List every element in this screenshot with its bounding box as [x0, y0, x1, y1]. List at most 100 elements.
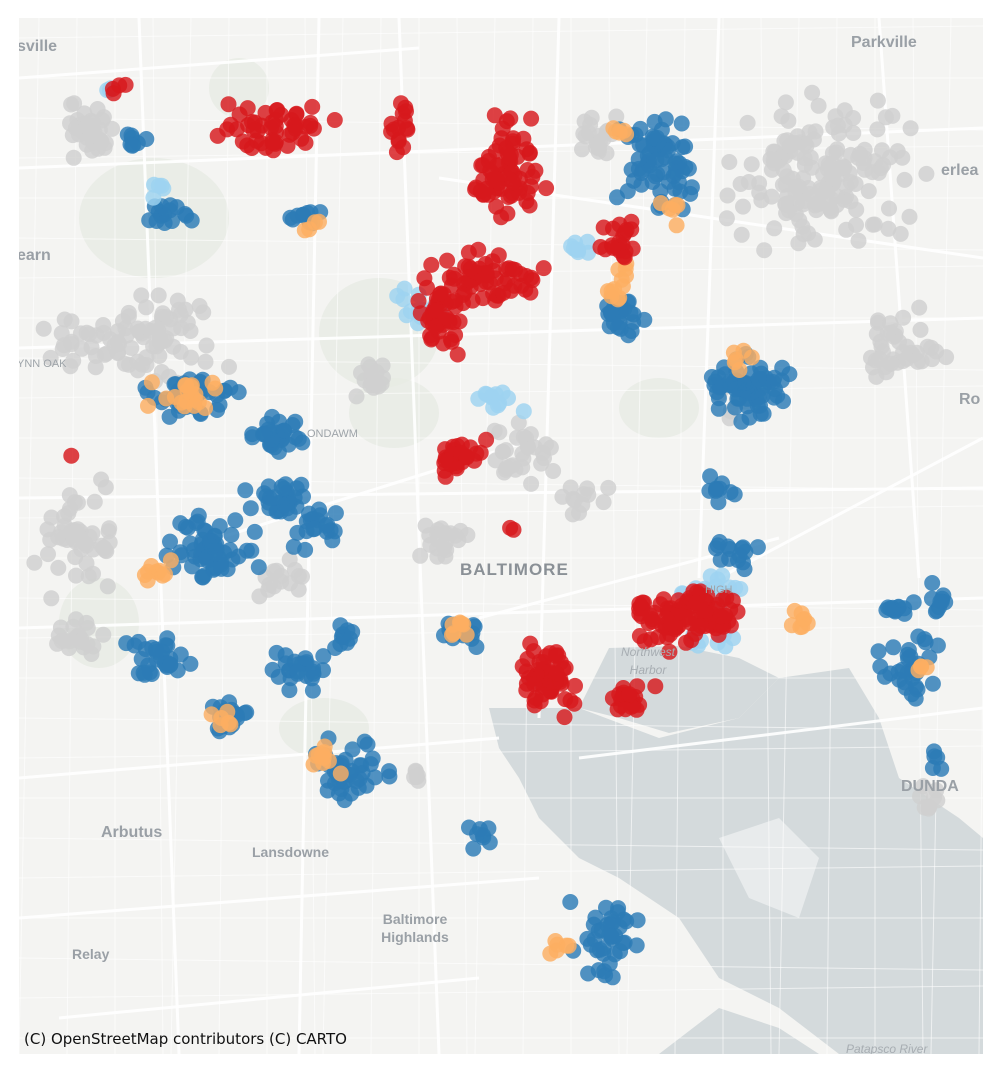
map-point-lightblue [515, 403, 532, 420]
map-point-orange [140, 397, 156, 414]
map-point-blue [929, 637, 946, 654]
map-point-gray [804, 84, 821, 101]
map-point-red [462, 260, 479, 277]
map-point-blue [211, 396, 228, 413]
map-point-blue [222, 379, 239, 396]
map-point-red [567, 677, 583, 694]
map-point-red [449, 346, 466, 363]
map-point-blue [184, 558, 200, 575]
map-point-gray [881, 200, 897, 217]
map-point-gray [99, 578, 116, 595]
map-point-gray [779, 168, 796, 185]
map-point-red [487, 171, 504, 187]
map-point-red [458, 448, 475, 465]
map-point-orange [783, 617, 800, 634]
map-point-gray [891, 333, 908, 350]
map-point-blue [156, 215, 173, 231]
map-point-red [502, 282, 519, 299]
map-point-gray [892, 225, 909, 242]
map-point-red [470, 241, 487, 258]
map-point-red [427, 302, 444, 319]
map-point-lightblue [732, 581, 749, 597]
map-point-gray [63, 96, 80, 113]
map-point-blue [304, 682, 321, 699]
map-point-gray [785, 134, 802, 151]
map-point-orange [162, 552, 179, 569]
map-point-gray [848, 201, 865, 218]
map-canvas[interactable] [19, 18, 983, 1054]
map-point-red [498, 113, 515, 130]
map-point-red [523, 110, 540, 127]
map-point-orange [204, 374, 221, 391]
map-point-red [220, 96, 237, 113]
map-point-blue [711, 534, 728, 550]
map-point-orange [607, 123, 624, 140]
map-point-blue [645, 130, 662, 147]
map-point-red [670, 592, 687, 609]
map-point-red [616, 249, 633, 266]
map-point-gray [545, 463, 562, 479]
map-point-gray [86, 493, 103, 510]
map-point-gray [869, 121, 886, 138]
map-point-blue [710, 400, 727, 417]
map-point-gray [883, 355, 899, 372]
map-point-blue [118, 635, 135, 652]
map-point-blue [722, 484, 739, 501]
map-point-blue [620, 327, 637, 344]
map-point-blue [562, 894, 579, 910]
map-point-orange [451, 614, 468, 631]
map-point-blue [344, 741, 361, 758]
map-point-red [240, 117, 257, 134]
map-point-blue [750, 371, 767, 388]
map-point-gray [35, 320, 52, 337]
map-point-gray [87, 359, 104, 376]
map-point-blue [204, 538, 221, 555]
map-point-gray [138, 299, 155, 316]
map-point-red [478, 273, 494, 290]
map-point-gray [794, 218, 811, 235]
map-point-blue [677, 138, 694, 155]
map-point-lightblue [563, 238, 580, 255]
map-point-gray [838, 178, 855, 195]
map-point-gray [735, 198, 751, 215]
map-point-gray [600, 479, 617, 496]
map-point-gray [410, 772, 427, 789]
map-point-gray [902, 120, 919, 137]
map-point-gray [901, 208, 918, 225]
map-point-gray [198, 337, 215, 354]
map-point-red [486, 107, 503, 124]
map-point-gray [93, 133, 110, 150]
map-point-red [267, 118, 284, 135]
map-point-gray [491, 424, 508, 441]
map-point-lightblue [395, 291, 412, 308]
map-point-red [473, 157, 490, 174]
map-point-red [692, 602, 709, 619]
map-point-red [647, 678, 664, 695]
map-point-red [439, 252, 456, 269]
map-point-blue [655, 164, 672, 181]
map-point-gray [43, 509, 60, 526]
map-point-blue [242, 500, 259, 517]
map-point-gray [197, 353, 214, 370]
map-point-gray [497, 461, 514, 478]
map-point-gray [497, 442, 514, 459]
map-point-blue [924, 675, 941, 692]
map-point-red [490, 247, 507, 264]
map-point-orange [308, 747, 325, 764]
map-point-gray [273, 567, 290, 584]
map-point-orange [726, 354, 743, 371]
map-point-blue [133, 651, 150, 667]
map-point-lightblue [398, 307, 415, 324]
map-point-gray [554, 488, 571, 505]
map-point-blue [932, 593, 949, 610]
map-point-gray [870, 164, 887, 181]
map-point-gray [822, 202, 839, 219]
map-point-orange [219, 703, 236, 720]
map-point-gray [65, 149, 82, 166]
map-point-gray [845, 125, 862, 141]
points-gray-layer [26, 84, 955, 817]
map-point-orange [668, 217, 685, 234]
map-panel[interactable]: Parkville sville earn YNN OAK ONDAWM BAL… [19, 18, 983, 1054]
map-point-red [412, 305, 429, 322]
map-point-gray [142, 322, 159, 339]
